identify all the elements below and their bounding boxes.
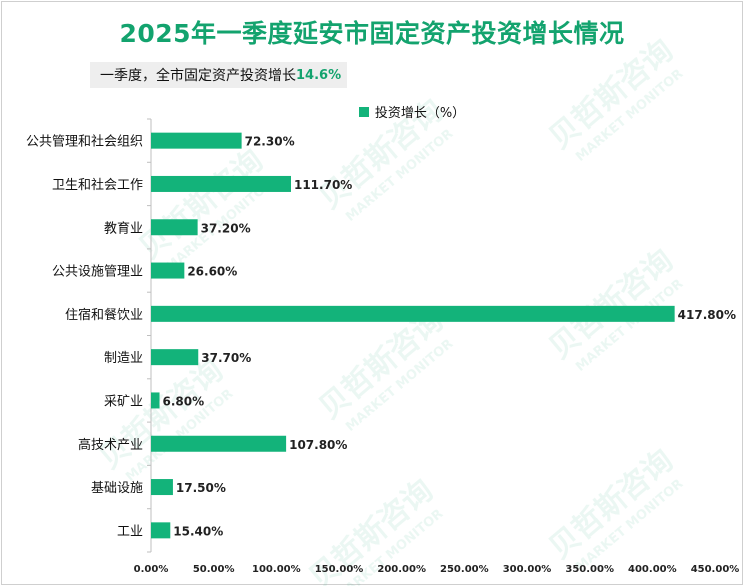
category-label: 住宿和餐饮业 <box>65 307 143 323</box>
category-label: 教育业 <box>104 220 143 236</box>
value-label: 111.70% <box>294 178 352 192</box>
value-label: 37.70% <box>201 351 251 365</box>
value-label: 6.80% <box>163 394 205 408</box>
bar <box>151 522 171 539</box>
x-tick-label: 250.00% <box>440 564 489 575</box>
x-tick-label: 50.00% <box>193 564 235 575</box>
subtitle-box: 一季度，全市固定资产投资增长 14.6% <box>90 62 348 88</box>
x-tick-label: 350.00% <box>565 564 614 575</box>
chart-title: 2025年一季度延安市固定资产投资增长情况 <box>119 19 625 48</box>
category-label: 公共管理和社会组织 <box>26 134 143 150</box>
bar <box>151 262 185 279</box>
category-label: 基础设施 <box>91 481 143 496</box>
value-label: 17.50% <box>176 481 226 495</box>
category-label: 高技术产业 <box>78 437 143 453</box>
x-tick-label: 200.00% <box>377 564 426 575</box>
bar <box>151 435 287 452</box>
x-tick-label: 150.00% <box>315 564 364 575</box>
legend-swatch <box>358 106 369 117</box>
bar <box>151 479 173 496</box>
category-label: 卫生和社会工作 <box>52 177 143 193</box>
bar <box>151 132 242 149</box>
bar <box>151 219 198 236</box>
value-label: 26.60% <box>187 265 237 279</box>
x-tick-label: 400.00% <box>628 564 677 575</box>
category-label: 采矿业 <box>104 394 143 409</box>
category-label: 制造业 <box>104 351 143 366</box>
bar <box>151 305 675 322</box>
value-label: 107.80% <box>289 438 347 452</box>
legend-label: 投资增长（%） <box>374 106 466 121</box>
value-label: 37.20% <box>201 221 251 235</box>
x-tick-label: 100.00% <box>252 564 301 575</box>
value-label: 417.80% <box>678 308 736 322</box>
subtitle-value: 14.6% <box>296 67 342 83</box>
category-label: 公共设施管理业 <box>52 265 143 280</box>
category-label: 工业 <box>117 524 143 539</box>
bar <box>151 175 291 192</box>
value-label: 72.30% <box>245 135 295 149</box>
subtitle-text: 一季度，全市固定资产投资增长 <box>100 68 296 84</box>
value-label: 15.40% <box>173 524 223 538</box>
x-tick-label: 450.00% <box>691 564 740 575</box>
x-tick-label: 0.00% <box>134 564 169 575</box>
bar <box>151 349 199 366</box>
plot-area: 公共管理和社会组织 72.30% 卫生和社会工作 111.70% 教育业 37.20% 公共… <box>26 118 740 575</box>
bar <box>151 392 160 409</box>
legend: 投资增长（%） <box>0 102 744 121</box>
x-tick-label: 300.00% <box>503 564 552 575</box>
